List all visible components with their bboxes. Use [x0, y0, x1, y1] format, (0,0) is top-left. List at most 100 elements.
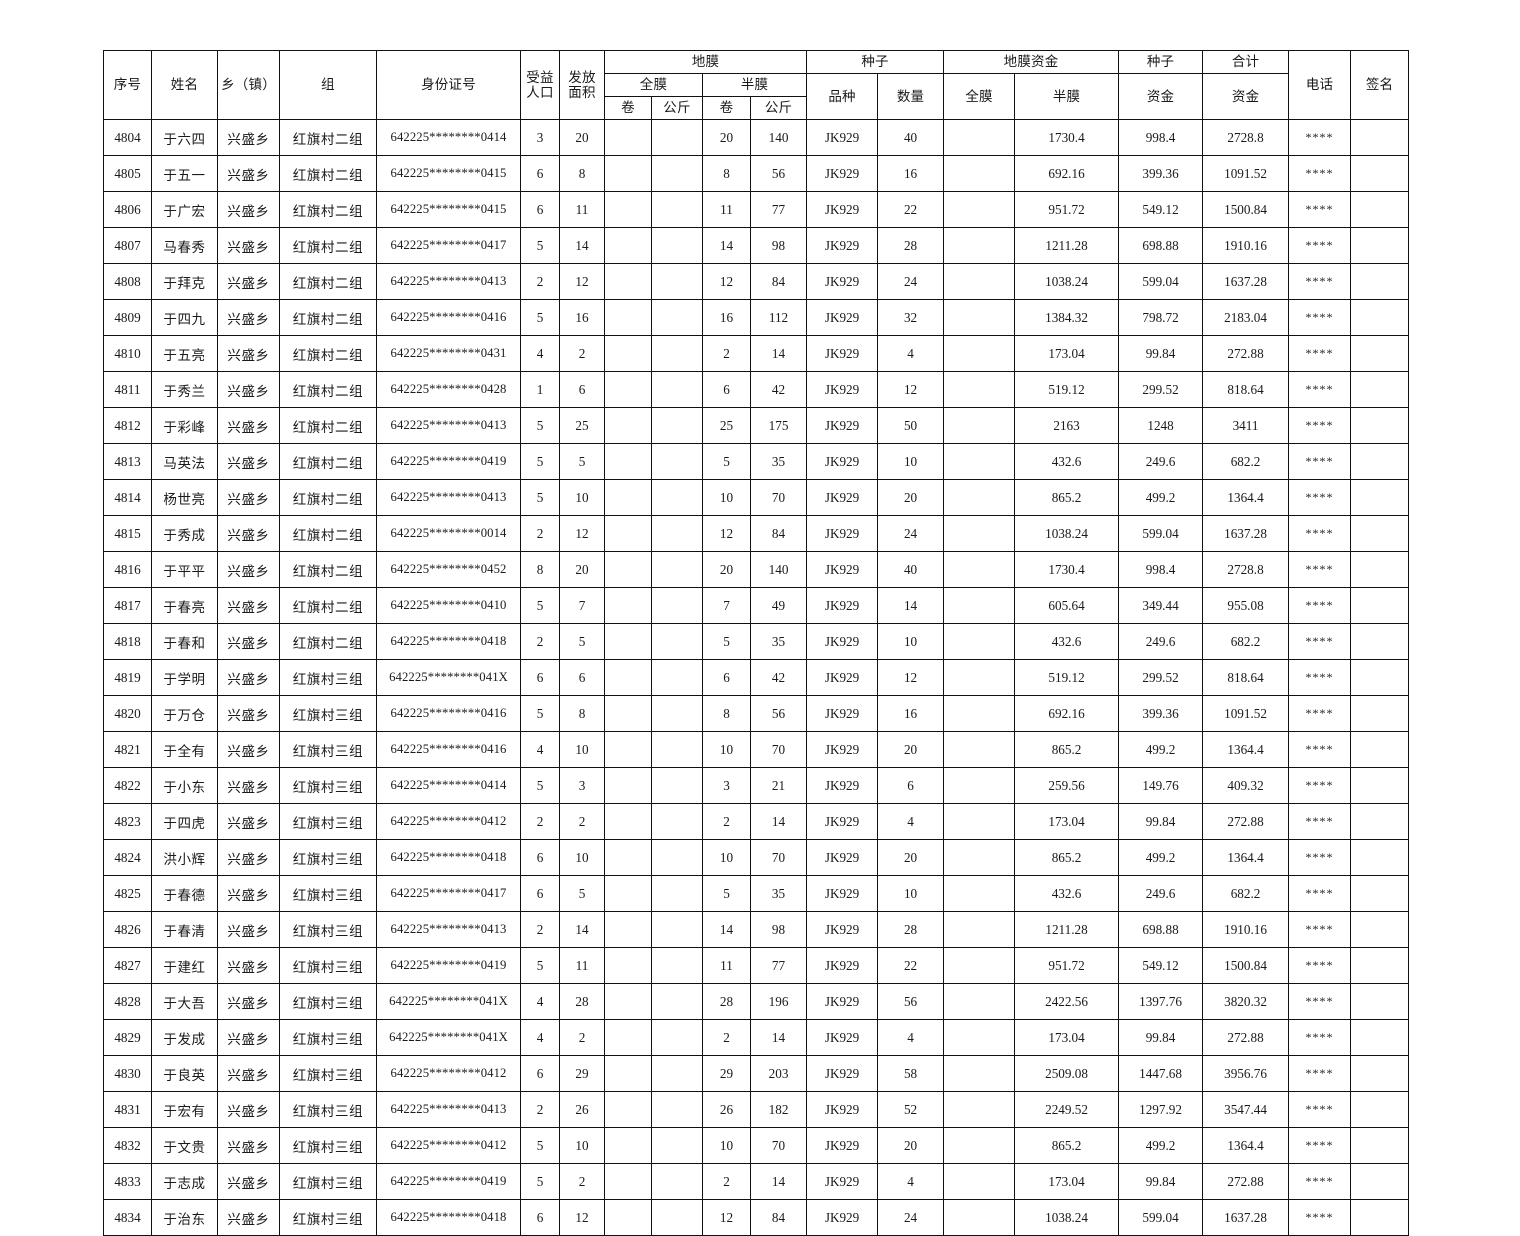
- header-fund-full-film: 全膜: [943, 73, 1016, 120]
- header-seed-fund: 资金: [1118, 73, 1204, 120]
- cell-population: 6: [520, 875, 560, 912]
- cell-fund-half-film: 865.2: [1014, 479, 1120, 516]
- cell-signature: [1350, 695, 1410, 732]
- cell-fund-half-film: 173.04: [1014, 335, 1120, 372]
- table-row: 4824 洪小辉 兴盛乡 红旗村三组 642225********0418 6 10 10 70…: [103, 839, 1410, 876]
- cell-signature: [1350, 119, 1410, 156]
- cell-area: 8: [559, 695, 605, 732]
- cell-total-fund: 2728.8: [1202, 551, 1290, 588]
- cell-signature: [1350, 839, 1410, 876]
- cell-phone: ****: [1288, 875, 1352, 912]
- cell-total-fund: 1637.28: [1202, 515, 1290, 552]
- cell-phone: ****: [1288, 587, 1352, 624]
- cell-name: 于春清: [151, 911, 218, 948]
- cell-signature: [1350, 875, 1410, 912]
- cell-variety: JK929: [806, 371, 879, 408]
- cell-town: 兴盛乡: [217, 299, 280, 336]
- cell-group: 红旗村二组: [279, 335, 377, 372]
- cell-group: 红旗村三组: [279, 1199, 377, 1236]
- cell-area: 12: [559, 1199, 605, 1236]
- cell-half-film-kg: 112: [749, 299, 808, 336]
- header-full-film: 全膜: [604, 73, 703, 97]
- cell-fund-full-film: [943, 335, 1016, 372]
- cell-half-film-roll: 10: [702, 731, 751, 768]
- cell-quantity: 24: [877, 263, 945, 300]
- cell-phone: ****: [1288, 803, 1352, 840]
- cell-full-film-kg: [651, 119, 703, 156]
- table-row: 4826 于春清 兴盛乡 红旗村三组 642225********0413 2 14 14 98…: [103, 911, 1410, 948]
- cell-group: 红旗村三组: [279, 1127, 377, 1164]
- cell-name: 于五亮: [151, 335, 218, 372]
- cell-group: 红旗村二组: [279, 191, 377, 228]
- cell-id-number: 642225********0413: [376, 407, 521, 444]
- table-row: 4833 于志成 兴盛乡 红旗村三组 642225********0419 5 2 2 14 JK…: [103, 1163, 1410, 1200]
- cell-half-film-roll: 20: [702, 119, 751, 156]
- cell-name: 于学明: [151, 659, 218, 696]
- cell-total-fund: 955.08: [1202, 587, 1290, 624]
- cell-half-film-kg: 70: [749, 731, 808, 768]
- header-beneficiary-population: 受益 人口: [520, 50, 560, 120]
- cell-phone: ****: [1288, 191, 1352, 228]
- cell-town: 兴盛乡: [217, 371, 280, 408]
- cell-half-film-roll: 2: [702, 1163, 751, 1200]
- cell-seed-fund: 698.88: [1118, 227, 1204, 264]
- cell-population: 6: [520, 191, 560, 228]
- cell-group: 红旗村三组: [279, 839, 377, 876]
- cell-half-film-kg: 77: [749, 191, 808, 228]
- cell-town: 兴盛乡: [217, 1019, 280, 1056]
- cell-id-number: 642225********0419: [376, 947, 521, 984]
- cell-population: 4: [520, 335, 560, 372]
- cell-id-number: 642225********0413: [376, 263, 521, 300]
- cell-half-film-kg: 21: [749, 767, 808, 804]
- cell-area: 3: [559, 767, 605, 804]
- table-row: 4821 于全有 兴盛乡 红旗村三组 642225********0416 4 10 10 70…: [103, 731, 1410, 768]
- cell-signature: [1350, 911, 1410, 948]
- cell-half-film-roll: 5: [702, 443, 751, 480]
- cell-town: 兴盛乡: [217, 191, 280, 228]
- cell-group: 红旗村二组: [279, 371, 377, 408]
- cell-id-number: 642225********0417: [376, 227, 521, 264]
- cell-phone: ****: [1288, 335, 1352, 372]
- cell-area: 20: [559, 119, 605, 156]
- cell-half-film-kg: 84: [749, 263, 808, 300]
- cell-variety: JK929: [806, 443, 879, 480]
- cell-id-number: 642225********0415: [376, 191, 521, 228]
- cell-full-film-roll: [604, 551, 652, 588]
- cell-id-number: 642225********0419: [376, 443, 521, 480]
- cell-half-film-kg: 42: [749, 371, 808, 408]
- cell-phone: ****: [1288, 1127, 1352, 1164]
- cell-phone: ****: [1288, 407, 1352, 444]
- cell-full-film-kg: [651, 371, 703, 408]
- cell-full-film-roll: [604, 371, 652, 408]
- cell-signature: [1350, 731, 1410, 768]
- cell-name: 马春秀: [151, 227, 218, 264]
- cell-seed-fund: 599.04: [1118, 515, 1204, 552]
- cell-town: 兴盛乡: [217, 911, 280, 948]
- cell-variety: JK929: [806, 227, 879, 264]
- cell-phone: ****: [1288, 263, 1352, 300]
- cell-half-film-kg: 98: [749, 227, 808, 264]
- cell-seed-fund: 599.04: [1118, 1199, 1204, 1236]
- cell-seq: 4804: [103, 119, 152, 156]
- cell-id-number: 642225********0415: [376, 155, 521, 192]
- cell-full-film-kg: [651, 1127, 703, 1164]
- cell-quantity: 40: [877, 119, 945, 156]
- cell-id-number: 642225********041X: [376, 1019, 521, 1056]
- cell-town: 兴盛乡: [217, 443, 280, 480]
- cell-seed-fund: 499.2: [1118, 479, 1204, 516]
- cell-half-film-kg: 196: [749, 983, 808, 1020]
- cell-variety: JK929: [806, 299, 879, 336]
- cell-seq: 4834: [103, 1199, 152, 1236]
- cell-quantity: 20: [877, 479, 945, 516]
- cell-id-number: 642225********0416: [376, 299, 521, 336]
- cell-quantity: 52: [877, 1091, 945, 1128]
- cell-fund-full-film: [943, 551, 1016, 588]
- cell-fund-full-film: [943, 983, 1016, 1020]
- cell-group: 红旗村三组: [279, 803, 377, 840]
- cell-town: 兴盛乡: [217, 659, 280, 696]
- cell-population: 6: [520, 1199, 560, 1236]
- cell-area: 16: [559, 299, 605, 336]
- cell-seed-fund: 249.6: [1118, 443, 1204, 480]
- cell-fund-full-film: [943, 479, 1016, 516]
- cell-total-fund: 1637.28: [1202, 1199, 1290, 1236]
